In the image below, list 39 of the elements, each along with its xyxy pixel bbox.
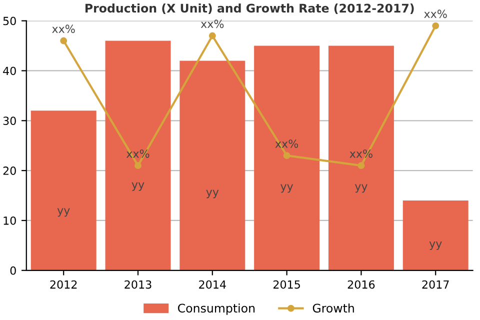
bar [328,46,394,270]
y-tick-label: 10 [4,216,16,225]
data-label: yy [354,184,368,193]
bar [402,200,468,270]
data-label: xx% [200,20,224,28]
chart-title: Production (X Unit) and Growth Rate (2012-2017) [85,3,414,14]
y-tick-label: 40 [3,66,16,76]
data-label: yy [429,242,442,250]
data-label: yy [57,208,70,217]
data-label: xx% [275,139,298,148]
bar [180,60,246,270]
point [208,32,216,40]
y-tick-label: 0 [10,266,16,275]
y-tick-label: 20 [3,166,16,175]
x-tick-label: 2016 [348,280,375,289]
point [134,162,142,170]
bar [254,46,320,270]
data-label: yy [206,190,219,198]
y-tick-label: 30 [3,116,16,126]
x-tick-label: 2012 [50,280,77,289]
data-label: yy [132,182,144,191]
bar [30,110,96,270]
point [432,22,440,30]
x-tick-label: 2015 [273,280,300,289]
legend-label: Growth [312,303,354,313]
y-tick-label: 50 [3,16,16,26]
data-label: xx% [350,149,372,158]
data-label: yy [280,184,294,193]
legend-label: Consumption [178,303,255,315]
point [358,162,365,170]
x-tick-label: 2014 [199,280,226,289]
point [283,152,290,160]
x-tick-label: 2013 [124,280,152,289]
bar [105,40,171,270]
data-label: xx% [126,149,150,158]
data-label: xx% [424,10,447,18]
data-label: xx% [52,24,75,34]
x-tick-label: 2017 [422,280,449,289]
point [60,37,68,44]
